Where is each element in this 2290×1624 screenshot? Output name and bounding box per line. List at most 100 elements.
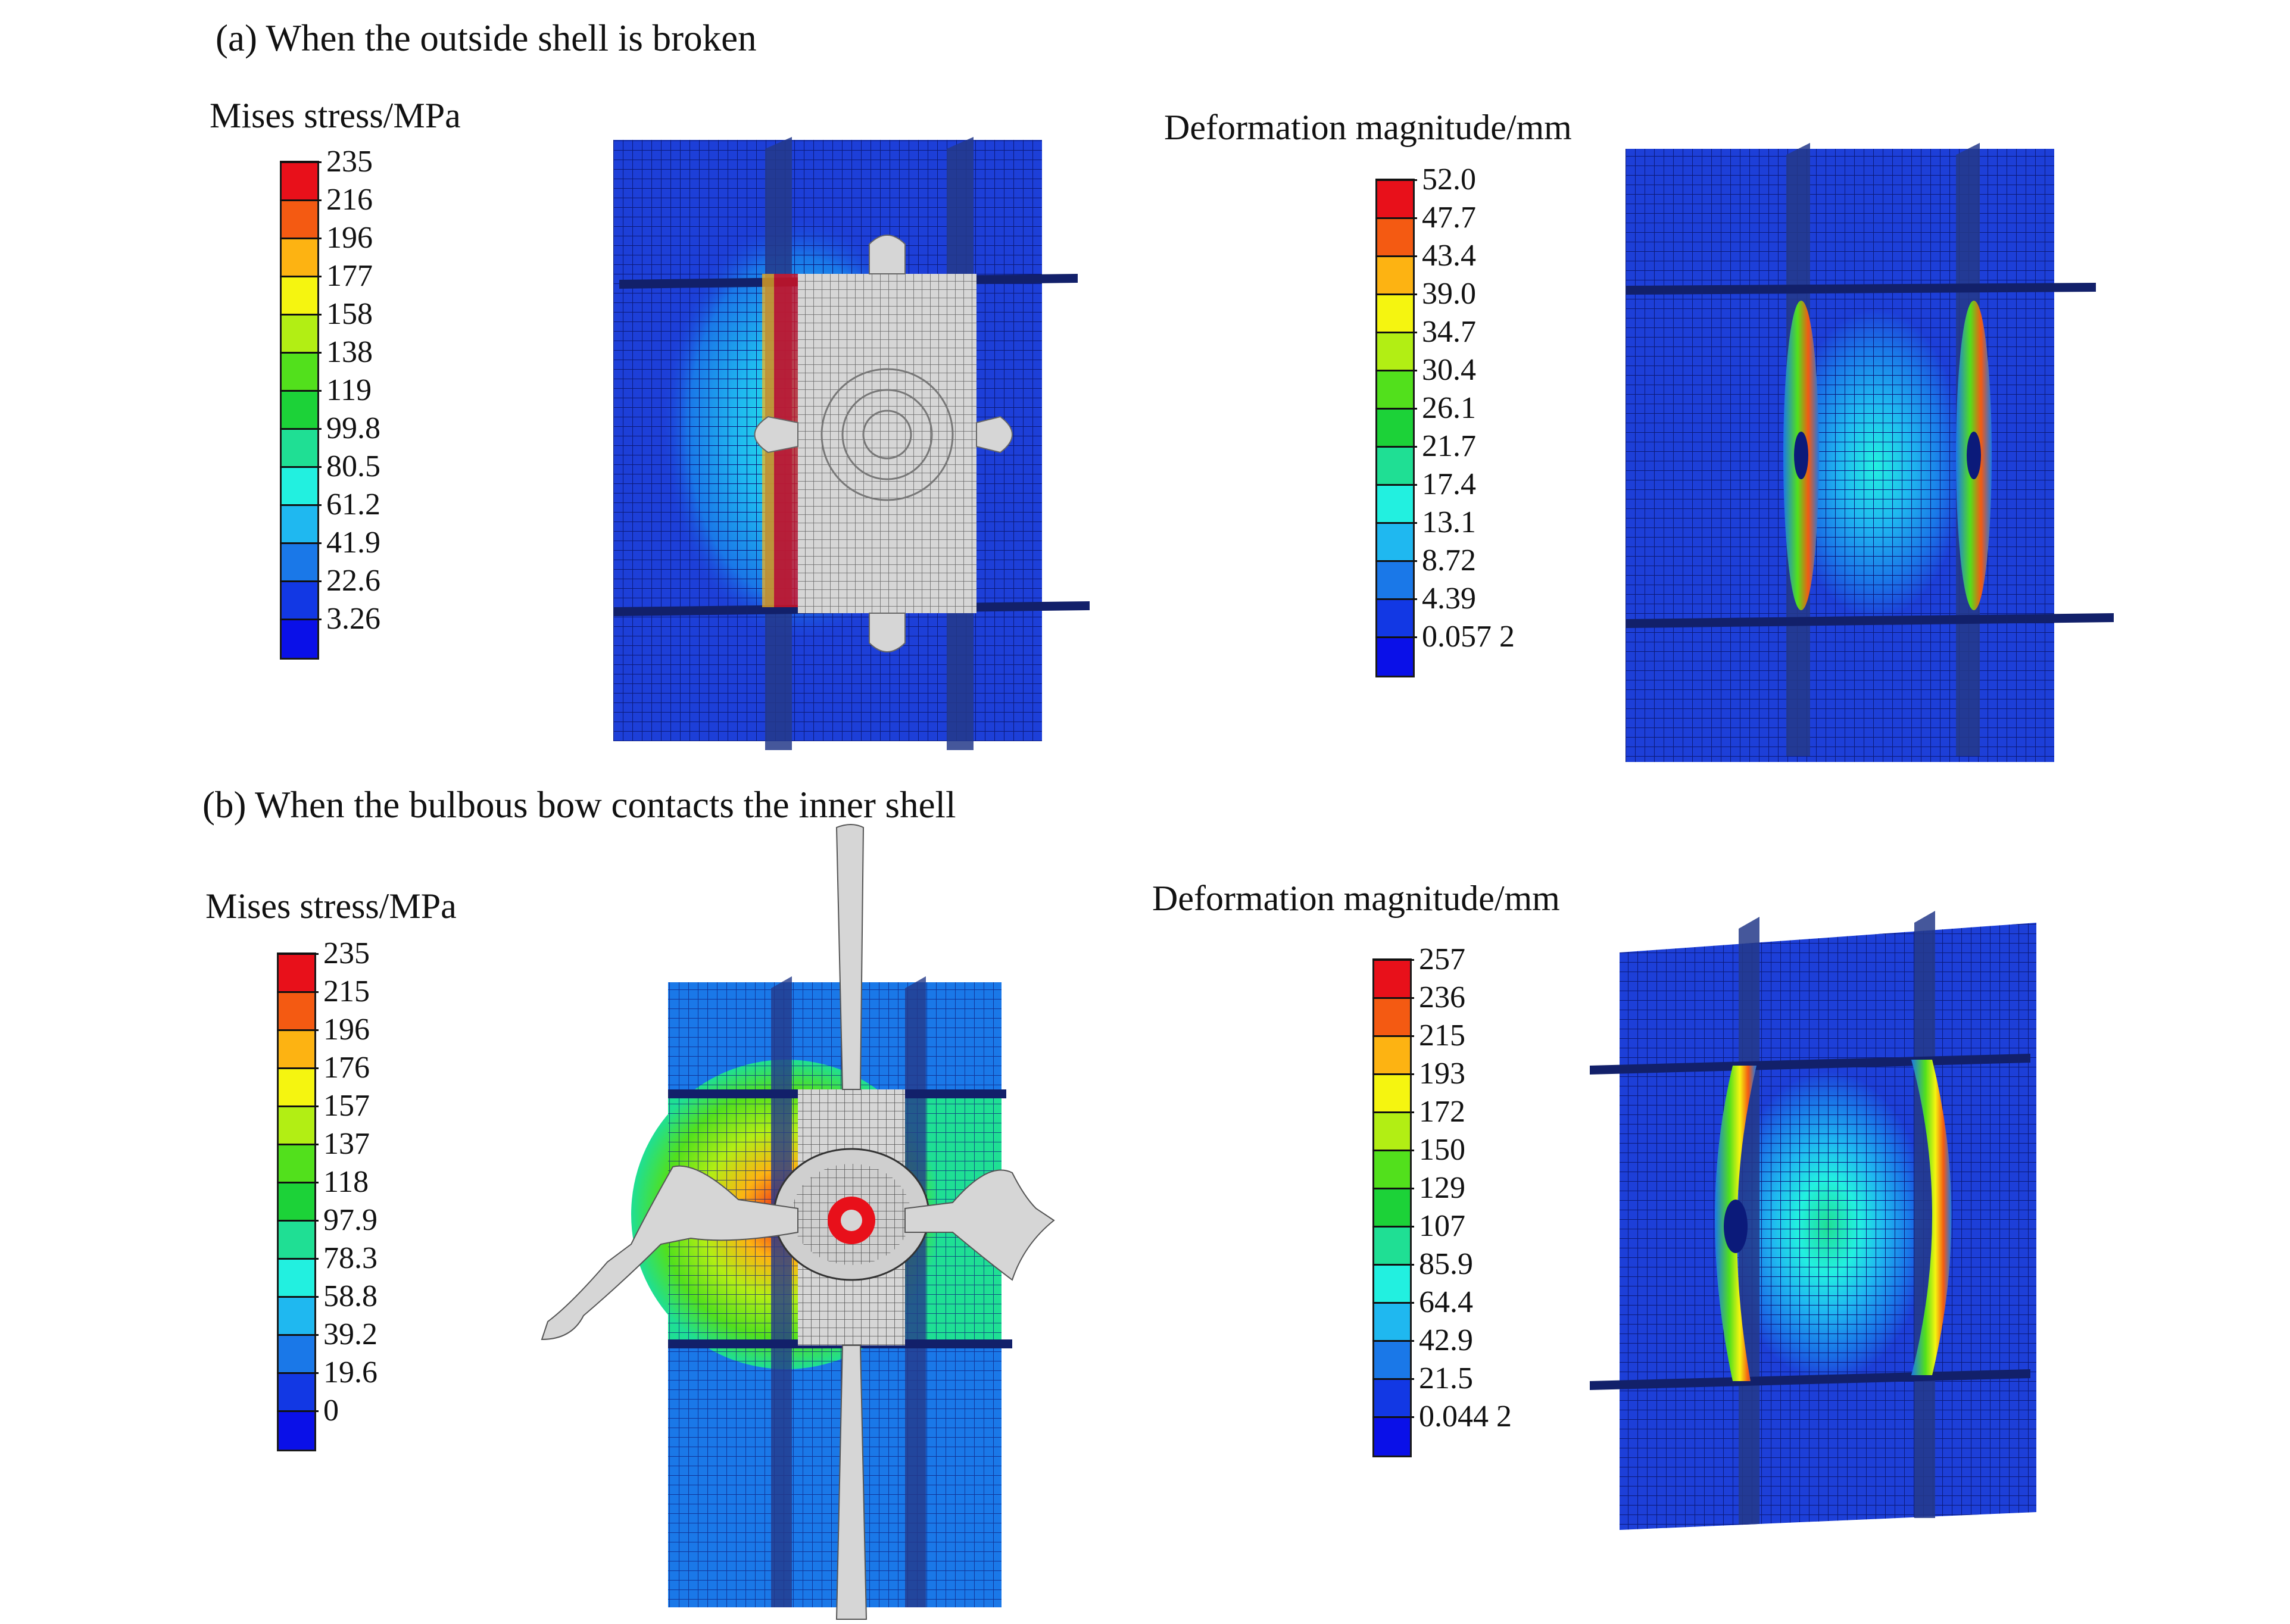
legend-tick-label: 85.9 <box>1419 1247 1473 1281</box>
colour-band <box>1377 485 1413 523</box>
legend-tick <box>277 953 319 955</box>
stress-legend-title-a: Mises stress/MPa <box>210 96 461 135</box>
colour-band <box>279 954 314 992</box>
colour-band <box>279 1335 314 1373</box>
colour-band <box>282 163 317 201</box>
legend-tick <box>277 1220 319 1222</box>
legend-tick-label: 150 <box>1419 1133 1465 1167</box>
colour-bar <box>280 161 319 660</box>
legend-tick <box>280 314 322 316</box>
deformation-contour-plot-b <box>1590 911 2036 1530</box>
legend-tick <box>1375 522 1417 524</box>
colour-band <box>1374 1036 1410 1075</box>
legend-tick <box>1372 1226 1414 1228</box>
deformation-legend-title-b: Deformation magnitude/mm <box>1152 879 1560 918</box>
legend-tick <box>277 1144 319 1145</box>
legend-tick <box>1372 1264 1414 1266</box>
legend-tick <box>280 504 322 506</box>
colour-band <box>279 1069 314 1107</box>
legend-tick-label: 39.0 <box>1422 277 1476 311</box>
colour-bar <box>277 952 316 1451</box>
legend-tick-label: 34.7 <box>1422 315 1476 349</box>
colour-band <box>282 582 317 620</box>
colour-band <box>1377 447 1413 485</box>
colour-band <box>282 353 317 391</box>
stress-legend-title-b: Mises stress/MPa <box>205 886 457 926</box>
legend-tick <box>1372 1111 1414 1113</box>
legend-tick-label: 22.6 <box>326 564 380 598</box>
legend-tick <box>1375 636 1417 638</box>
legend-tick <box>1372 997 1414 999</box>
legend-tick <box>1375 293 1417 295</box>
legend-tick-label: 26.1 <box>1422 391 1476 425</box>
legend-tick <box>280 276 322 277</box>
legend-tick <box>277 1182 319 1183</box>
legend-tick-label: 158 <box>326 297 373 331</box>
colour-band <box>279 1221 314 1259</box>
legend-tick-label: 129 <box>1419 1171 1465 1205</box>
colour-band <box>1377 409 1413 447</box>
legend-tick <box>1375 370 1417 371</box>
legend-tick-label: 215 <box>1419 1019 1465 1053</box>
legend-tick-label: 64.4 <box>1419 1285 1473 1319</box>
colour-band <box>1374 1075 1410 1113</box>
legend-tick-label: 216 <box>326 183 373 217</box>
colour-band <box>282 544 317 582</box>
deformation-legend-title-a: Deformation magnitude/mm <box>1164 108 1572 147</box>
legend-tick <box>280 466 322 468</box>
colour-band <box>1377 599 1413 638</box>
legend-tick-label: 0.057 2 <box>1422 620 1515 654</box>
legend-tick-label: 4.39 <box>1422 582 1476 616</box>
legend-tick <box>1375 598 1417 600</box>
legend-tick-label: 80.5 <box>326 449 380 483</box>
legend-tick <box>1375 332 1417 333</box>
colour-band <box>1374 998 1410 1036</box>
legend-tick-label: 97.9 <box>323 1203 377 1237</box>
legend-tick <box>1372 1150 1414 1151</box>
colour-band <box>279 1107 314 1145</box>
legend-tick-label: 13.1 <box>1422 505 1476 539</box>
colour-band <box>1374 1265 1410 1303</box>
colour-band <box>282 505 317 544</box>
legend-tick <box>277 1410 319 1412</box>
legend-tick-label: 30.4 <box>1422 353 1476 387</box>
legend-tick <box>1372 1378 1414 1380</box>
colour-band <box>282 429 317 467</box>
colour-band <box>279 1030 314 1069</box>
legend-tick-label: 61.2 <box>326 488 380 521</box>
legend-tick <box>1375 560 1417 562</box>
colour-band <box>1374 1189 1410 1227</box>
colour-band <box>1374 1303 1410 1341</box>
colour-band <box>1377 561 1413 599</box>
legend-tick <box>1375 179 1417 181</box>
legend-tick-label: 41.9 <box>326 526 380 560</box>
legend-tick-label: 8.72 <box>1422 544 1476 577</box>
legend-tick-label: 3.26 <box>326 602 380 636</box>
legend-tick <box>277 1258 319 1260</box>
colour-band <box>1374 960 1410 998</box>
colour-band <box>279 1183 314 1221</box>
colour-band <box>1374 1379 1410 1417</box>
colour-band <box>1377 180 1413 218</box>
legend-tick-label: 236 <box>1419 980 1465 1014</box>
legend-tick <box>277 1296 319 1298</box>
panel-b-caption: (b) When the bulbous bow contacts the in… <box>202 784 956 826</box>
legend-tick-label: 0.044 2 <box>1419 1400 1512 1434</box>
legend-tick-label: 52.0 <box>1422 163 1476 196</box>
colour-bar <box>1375 179 1415 677</box>
legend-tick <box>1372 1073 1414 1075</box>
panel-a-caption: (a) When the outside shell is broken <box>216 17 757 59</box>
colour-band <box>1374 1113 1410 1151</box>
legend-tick <box>280 619 322 620</box>
stress-contour-plot-b <box>541 824 1055 1620</box>
legend-tick <box>280 428 322 430</box>
colour-band <box>1377 638 1413 676</box>
colour-band <box>1374 1227 1410 1265</box>
colour-band <box>282 620 317 658</box>
legend-tick-label: 196 <box>323 1013 370 1047</box>
legend-tick-label: 215 <box>323 975 370 1008</box>
colour-band <box>282 201 317 239</box>
deformation-contour-plot-a <box>1626 143 2114 762</box>
legend-tick <box>1372 1302 1414 1304</box>
legend-tick-label: 176 <box>323 1051 370 1085</box>
